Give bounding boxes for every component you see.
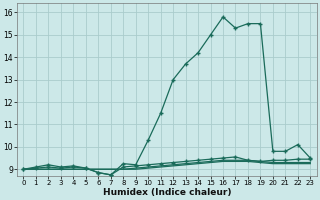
X-axis label: Humidex (Indice chaleur): Humidex (Indice chaleur) <box>103 188 231 197</box>
